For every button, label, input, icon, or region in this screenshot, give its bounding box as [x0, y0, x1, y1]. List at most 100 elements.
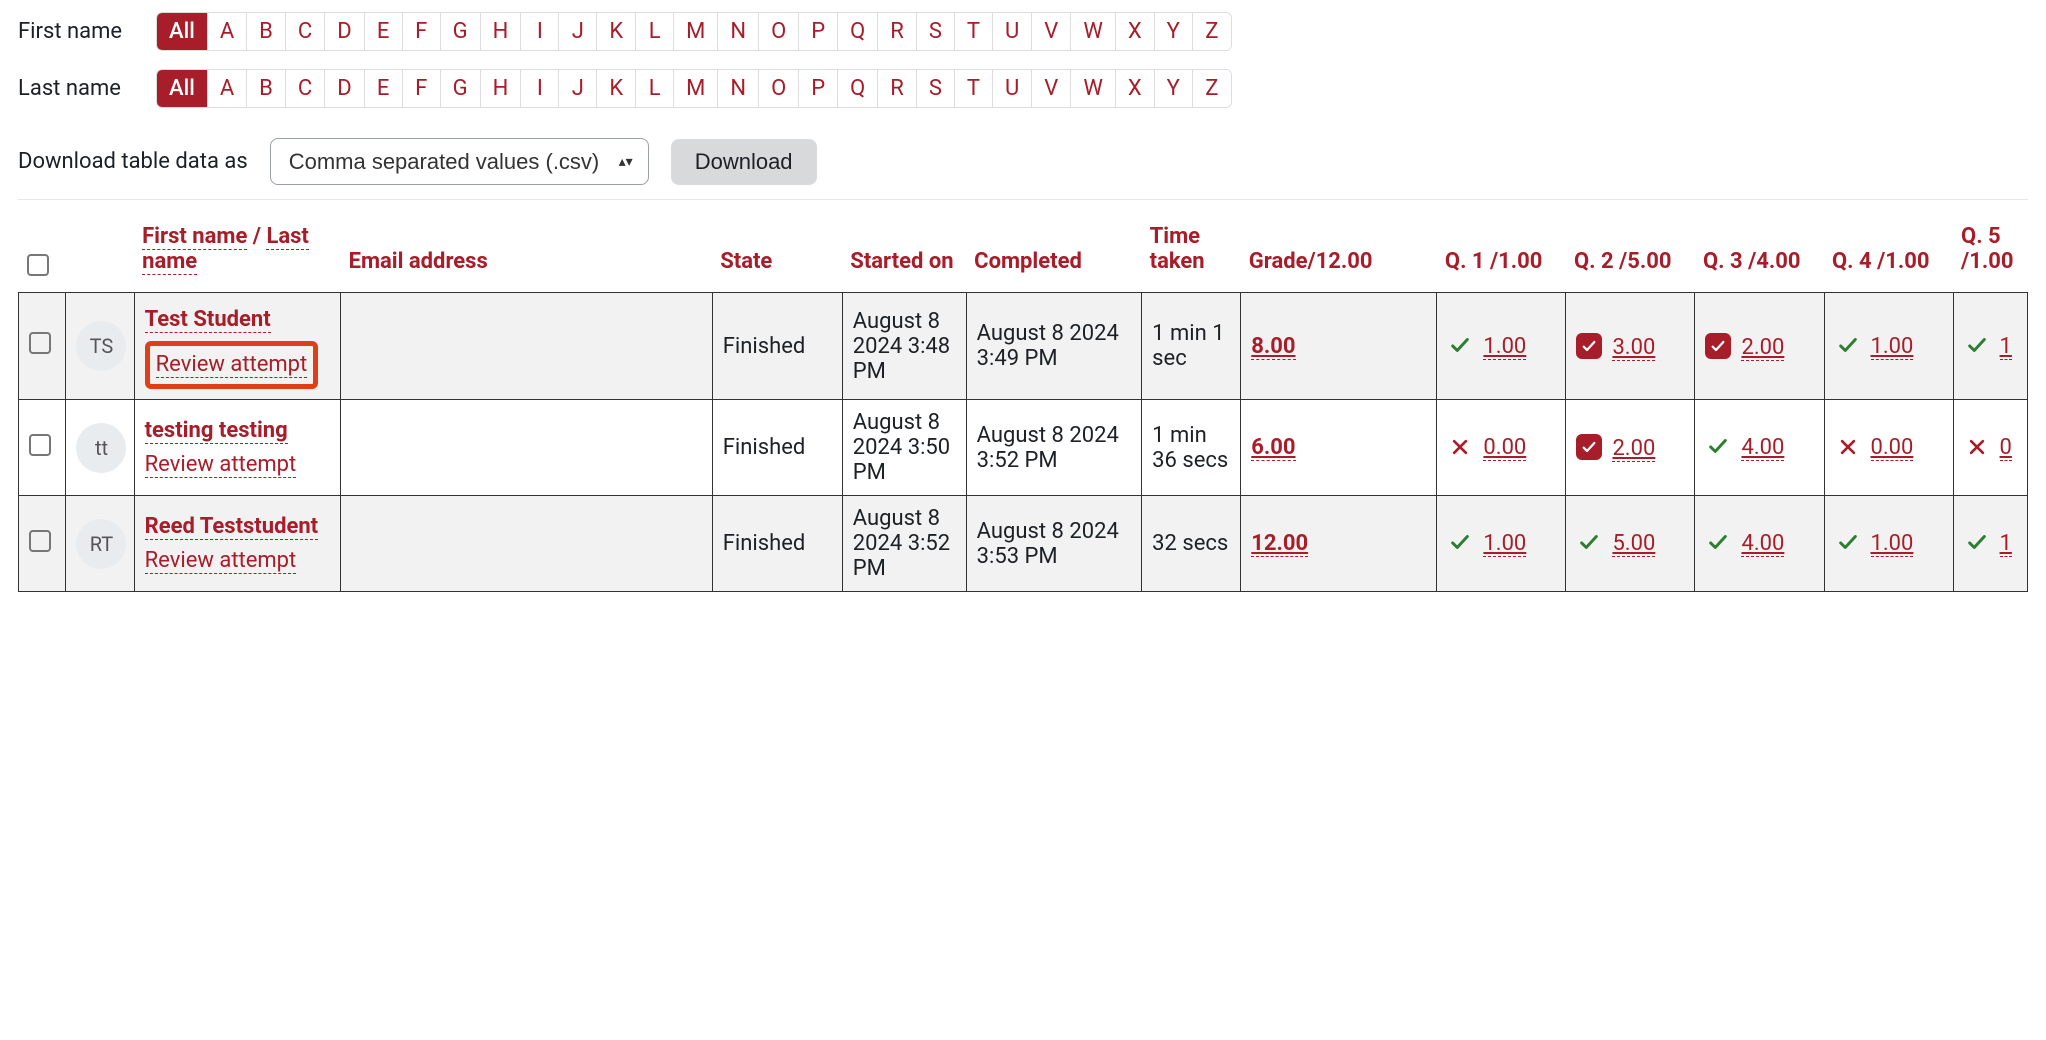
q4-score-link[interactable]: 1.00 [1871, 531, 1914, 557]
last-name-letter-c[interactable]: C [286, 70, 325, 107]
header-q2[interactable]: Q. 2 /5.00 [1566, 216, 1695, 293]
last-name-letter-s[interactable]: S [917, 70, 955, 107]
first-name-letter-y[interactable]: Y [1155, 13, 1193, 50]
last-name-letter-y[interactable]: Y [1155, 70, 1193, 107]
first-name-letter-w[interactable]: W [1071, 13, 1116, 50]
q1-score-link[interactable]: 1.00 [1483, 334, 1526, 360]
last-name-letter-p[interactable]: P [799, 70, 838, 107]
header-completed[interactable]: Completed [966, 216, 1142, 293]
header-q4[interactable]: Q. 4 /1.00 [1824, 216, 1953, 293]
last-name-letter-f[interactable]: F [403, 70, 441, 107]
first-name-letter-r[interactable]: R [878, 13, 917, 50]
first-name-letter-h[interactable]: H [481, 13, 522, 50]
first-name-letter-u[interactable]: U [993, 13, 1032, 50]
first-name-letter-x[interactable]: X [1116, 13, 1155, 50]
first-name-letter-p[interactable]: P [799, 13, 838, 50]
first-name-letter-all[interactable]: All [157, 13, 208, 50]
header-q1[interactable]: Q. 1 /1.00 [1437, 216, 1566, 293]
first-name-letter-t[interactable]: T [955, 13, 993, 50]
first-name-letter-e[interactable]: E [365, 13, 403, 50]
header-started[interactable]: Started on [842, 216, 966, 293]
first-name-letter-v[interactable]: V [1032, 13, 1071, 50]
last-name-letter-n[interactable]: N [718, 70, 759, 107]
row-checkbox[interactable] [29, 434, 51, 456]
q2-score-link[interactable]: 5.00 [1612, 531, 1655, 557]
last-name-letter-l[interactable]: L [636, 70, 674, 107]
first-name-letter-d[interactable]: D [325, 13, 364, 50]
row-checkbox[interactable] [29, 332, 51, 354]
first-name-letter-q[interactable]: Q [838, 13, 878, 50]
grade-link[interactable]: 6.00 [1251, 435, 1295, 461]
last-name-letter-z[interactable]: Z [1193, 70, 1231, 107]
download-button[interactable]: Download [671, 139, 817, 185]
review-attempt-link[interactable]: Review attempt [145, 452, 297, 478]
grade-link[interactable]: 12.00 [1251, 531, 1308, 557]
last-name-letter-all[interactable]: All [157, 70, 208, 107]
last-name-letter-m[interactable]: M [674, 70, 718, 107]
q3-score-link[interactable]: 2.00 [1741, 335, 1784, 361]
header-state[interactable]: State [712, 216, 842, 293]
last-name-letter-t[interactable]: T [955, 70, 993, 107]
avatar[interactable]: TS [76, 321, 126, 371]
first-name-letter-a[interactable]: A [208, 13, 247, 50]
first-name-letter-n[interactable]: N [718, 13, 759, 50]
last-name-letter-r[interactable]: R [878, 70, 917, 107]
q5-score-link[interactable]: 1 [2000, 334, 2012, 360]
avatar[interactable]: tt [76, 423, 126, 473]
q2-score-link[interactable]: 3.00 [1612, 335, 1655, 361]
q2-score-link[interactable]: 2.00 [1612, 436, 1655, 462]
last-name-letter-e[interactable]: E [365, 70, 403, 107]
header-first-name-link[interactable]: First name [142, 224, 247, 250]
select-all-checkbox[interactable] [27, 254, 49, 276]
row-checkbox[interactable] [29, 530, 51, 552]
review-attempt-link[interactable]: Review attempt [145, 548, 297, 574]
header-grade[interactable]: Grade/12.00 [1241, 216, 1437, 293]
first-name-letter-m[interactable]: M [674, 13, 718, 50]
first-name-letter-g[interactable]: G [441, 13, 481, 50]
header-name[interactable]: First name / Last name [134, 216, 340, 293]
header-q3[interactable]: Q. 3 /4.00 [1695, 216, 1824, 293]
q3-score-link[interactable]: 4.00 [1741, 531, 1784, 557]
header-time[interactable]: Time taken [1142, 216, 1241, 293]
q3-score-link[interactable]: 4.00 [1741, 435, 1784, 461]
last-name-letter-j[interactable]: J [559, 70, 597, 107]
grade-link[interactable]: 8.00 [1251, 334, 1295, 360]
last-name-letter-u[interactable]: U [993, 70, 1032, 107]
student-name-link[interactable]: Reed Teststudent [145, 514, 319, 540]
first-name-letter-b[interactable]: B [247, 13, 286, 50]
first-name-letter-i[interactable]: I [521, 13, 559, 50]
q1-score-link[interactable]: 0.00 [1483, 435, 1526, 461]
q1-score-link[interactable]: 1.00 [1483, 531, 1526, 557]
last-name-letter-b[interactable]: B [247, 70, 286, 107]
last-name-letter-h[interactable]: H [481, 70, 522, 107]
q5-score-link[interactable]: 1 [2000, 531, 2012, 557]
header-email[interactable]: Email address [341, 216, 713, 293]
first-name-letter-s[interactable]: S [917, 13, 955, 50]
avatar[interactable]: RT [76, 519, 126, 569]
first-name-letter-c[interactable]: C [286, 13, 325, 50]
last-name-letter-i[interactable]: I [521, 70, 559, 107]
last-name-letter-a[interactable]: A [208, 70, 247, 107]
last-name-letter-q[interactable]: Q [838, 70, 878, 107]
q4-score-link[interactable]: 0.00 [1871, 435, 1914, 461]
last-name-letter-v[interactable]: V [1032, 70, 1071, 107]
q4-score-link[interactable]: 1.00 [1871, 334, 1914, 360]
last-name-letter-g[interactable]: G [441, 70, 481, 107]
last-name-letter-o[interactable]: O [759, 70, 799, 107]
download-format-select[interactable]: Comma separated values (.csv) [270, 138, 649, 185]
header-q5[interactable]: Q. 5 /1.00 [1953, 216, 2027, 293]
review-attempt-link[interactable]: Review attempt [156, 352, 308, 378]
first-name-letter-z[interactable]: Z [1193, 13, 1231, 50]
first-name-letter-k[interactable]: K [597, 13, 636, 50]
first-name-letter-j[interactable]: J [559, 13, 597, 50]
student-name-link[interactable]: testing testing [145, 418, 288, 444]
first-name-letter-o[interactable]: O [759, 13, 799, 50]
student-name-link[interactable]: Test Student [145, 307, 271, 333]
last-name-letter-d[interactable]: D [325, 70, 364, 107]
first-name-letter-l[interactable]: L [636, 13, 674, 50]
last-name-letter-w[interactable]: W [1071, 70, 1116, 107]
first-name-letter-f[interactable]: F [403, 13, 441, 50]
last-name-letter-x[interactable]: X [1116, 70, 1155, 107]
q5-score-link[interactable]: 0 [2000, 435, 2012, 461]
last-name-letter-k[interactable]: K [597, 70, 636, 107]
